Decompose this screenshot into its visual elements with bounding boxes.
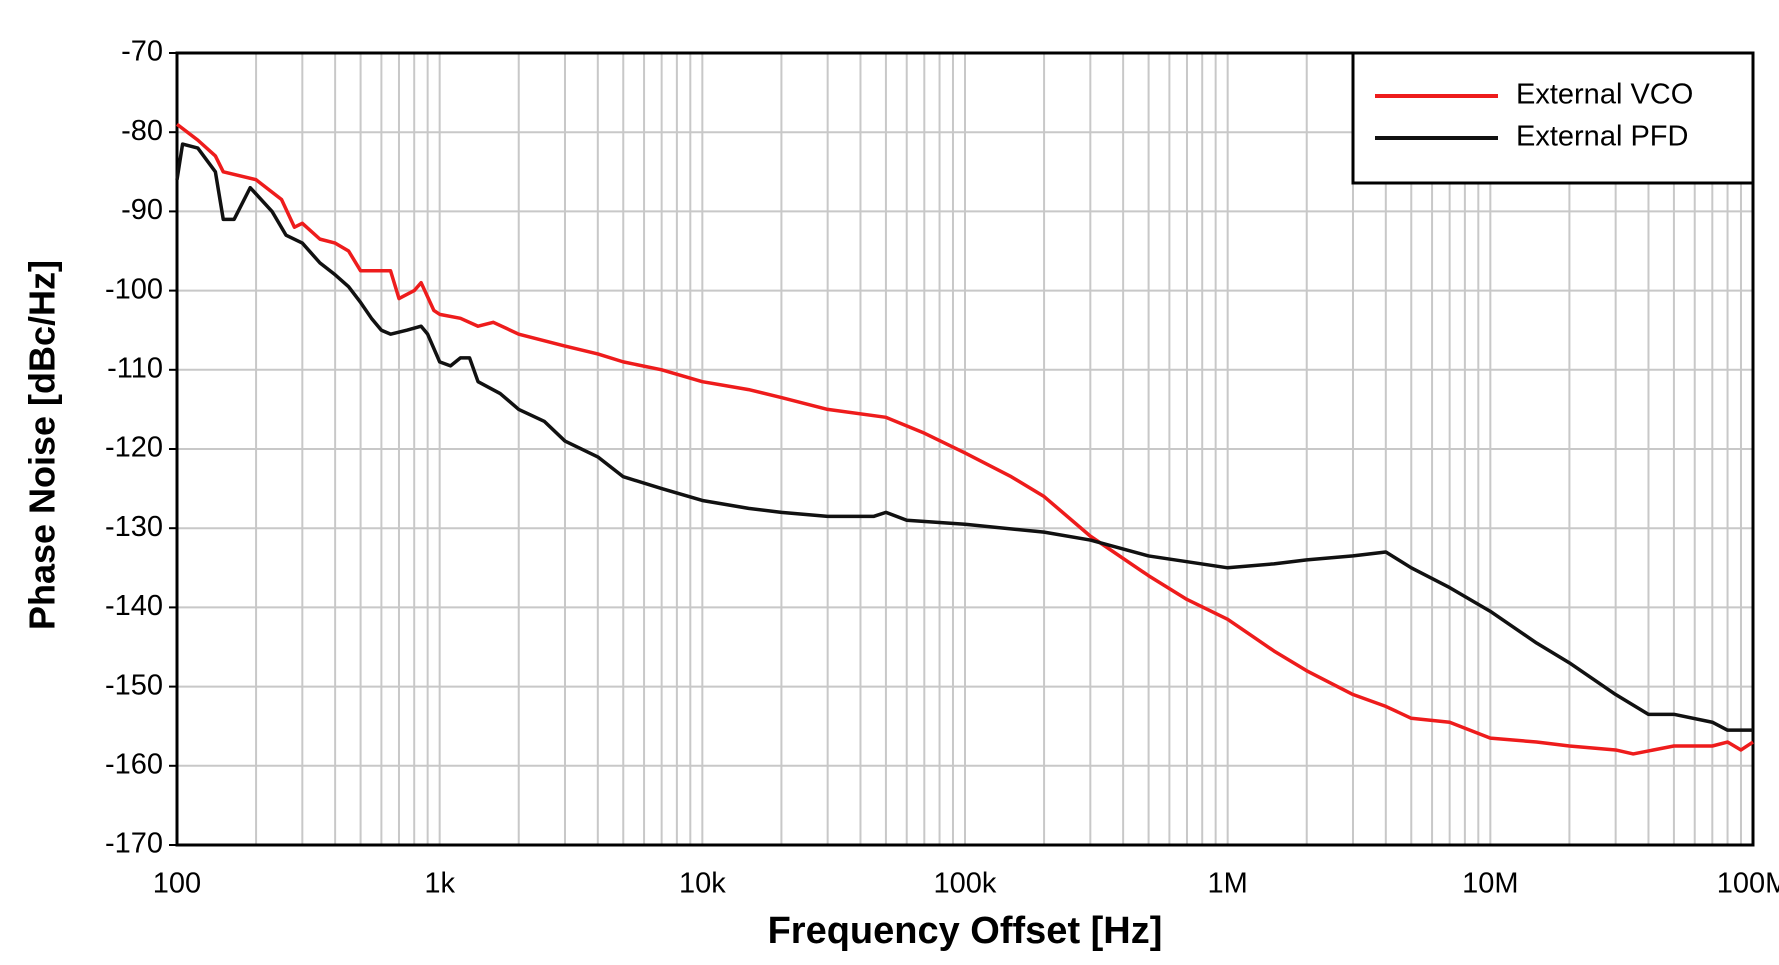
- y-tick-label: -80: [121, 115, 163, 147]
- x-tick-label: 100M: [1717, 868, 1779, 900]
- y-tick-label: -130: [105, 511, 163, 543]
- y-tick-label: -120: [105, 432, 163, 464]
- x-tick-label: 1k: [424, 868, 455, 900]
- y-tick-label: -90: [121, 194, 163, 226]
- legend-label: External VCO: [1516, 79, 1693, 111]
- x-tick-label: 100: [153, 868, 201, 900]
- y-tick-label: -150: [105, 669, 163, 701]
- x-tick-label: 100k: [934, 868, 997, 900]
- y-tick-label: -140: [105, 590, 163, 622]
- y-tick-label: -170: [105, 828, 163, 860]
- y-axis-label: Phase Noise [dBc/Hz]: [22, 260, 63, 630]
- legend-label: External PFD: [1516, 121, 1688, 153]
- plot-frame: [175, 51, 1755, 847]
- x-axis-label: Frequency Offset [Hz]: [768, 910, 1163, 952]
- x-tick-label: 1M: [1208, 868, 1248, 900]
- y-tick-label: -70: [121, 36, 163, 68]
- series-line: [175, 122, 1754, 756]
- y-tick-label: -110: [107, 352, 163, 384]
- legend-box: [1351, 51, 1755, 185]
- x-tick-label: 10M: [1462, 868, 1518, 900]
- series-line: [175, 142, 1753, 732]
- y-tick-label: -160: [105, 748, 163, 780]
- x-tick-label: 10k: [679, 868, 726, 900]
- y-tick-label: -100: [105, 273, 163, 305]
